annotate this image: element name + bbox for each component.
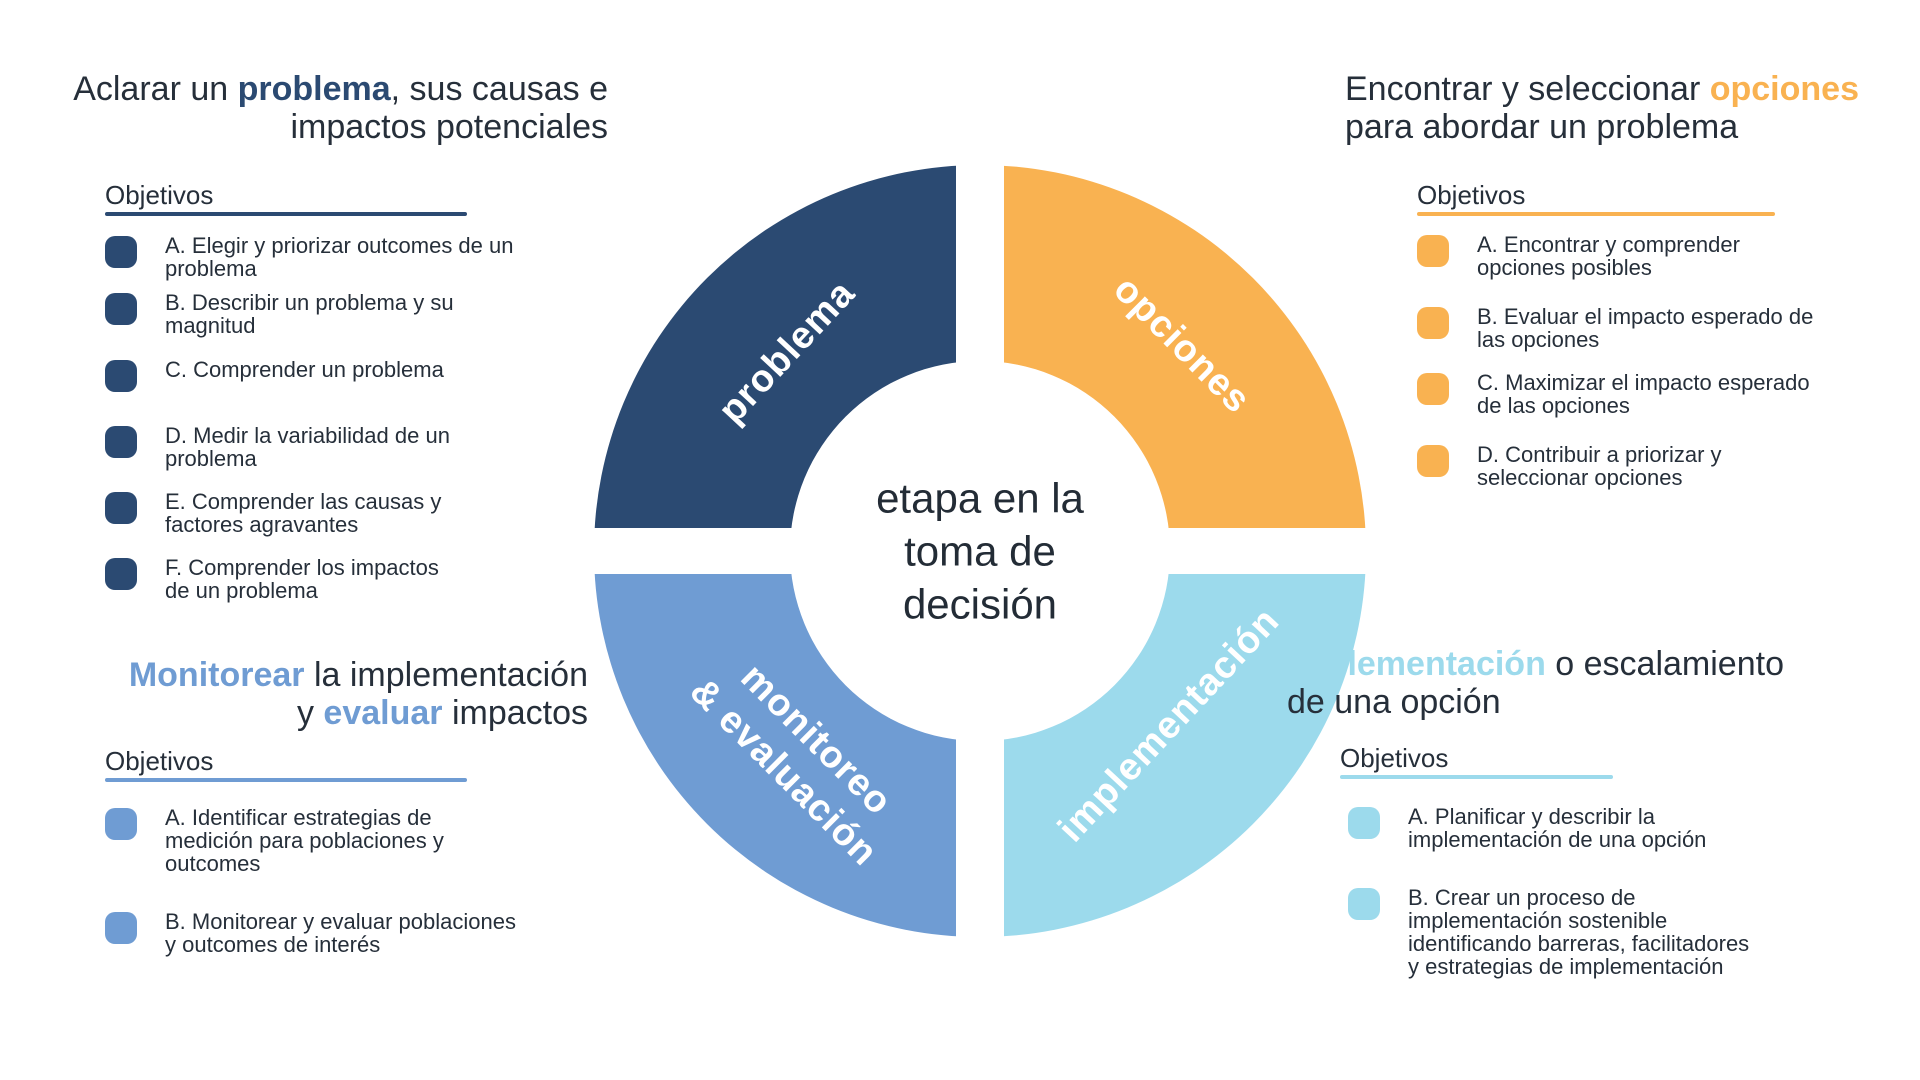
square-bullet-icon [1417, 373, 1449, 405]
objective-item: C. Maximizar el impacto esperado de las … [1417, 371, 1810, 417]
title-text: o escalamiento de una opción [1287, 645, 1784, 721]
title-text: la implementación y [296, 656, 588, 732]
objetivos-underline [105, 212, 467, 216]
objective-text: E. Comprender las causas y factores agra… [165, 489, 442, 537]
objetivos-underline [1417, 212, 1775, 216]
square-bullet-icon [105, 426, 137, 458]
objective-text: B. Evaluar el impacto esperado de las op… [1477, 304, 1814, 352]
square-bullet-icon [105, 360, 137, 392]
objective-item: B. Describir un problema y su magnitud [105, 291, 454, 337]
objective-text: F. Comprender los impactos de un problem… [165, 555, 439, 603]
square-bullet-icon [105, 293, 137, 325]
section-monitoreo-title: Monitorear la implementación y evaluar i… [110, 656, 588, 732]
objective-item: B. Evaluar el impacto esperado de las op… [1417, 305, 1813, 351]
objective-item: B. Monitorear y evaluar poblaciones y ou… [105, 910, 516, 956]
objective-item: F. Comprender los impactos de un problem… [105, 556, 439, 602]
title-text: Aclarar un [73, 70, 238, 108]
objetivos-heading: Objetivos [1417, 180, 1526, 210]
title-text: para abordar un problema [1345, 108, 1739, 146]
title-accent-opciones: opciones [1709, 70, 1859, 108]
objetivos-heading: Objetivos [105, 180, 214, 210]
objective-text: B. Monitorear y evaluar poblaciones y ou… [165, 909, 516, 957]
square-bullet-icon [1417, 235, 1449, 267]
objective-item: A. Elegir y priorizar outcomes de un pro… [105, 234, 514, 280]
objective-text: C. Maximizar el impacto esperado de las … [1477, 370, 1810, 418]
title-text: , sus causas e impactos potenciales [290, 70, 608, 146]
square-bullet-icon [105, 492, 137, 524]
objetivos-heading: Objetivos [1340, 743, 1449, 773]
objective-item: A. Identificar estrategias de medición p… [105, 806, 444, 875]
objetivos-underline [1340, 775, 1613, 779]
objetivos-heading: Objetivos [105, 746, 214, 776]
square-bullet-icon [1417, 445, 1449, 477]
section-implementacion-title: Implementación o escalamiento de una opc… [1287, 645, 1907, 721]
title-accent-implementacion: Implementación [1287, 645, 1546, 683]
section-opciones-title: Encontrar y seleccionar opciones para ab… [1345, 70, 1905, 146]
square-bullet-icon [1417, 307, 1449, 339]
objective-item: E. Comprender las causas y factores agra… [105, 490, 441, 536]
objective-text: A. Identificar estrategias de medición p… [165, 805, 444, 876]
objective-item: A. Planificar y describir la implementac… [1348, 805, 1706, 851]
objective-text: A. Elegir y priorizar outcomes de un pro… [165, 233, 514, 281]
square-bullet-icon [105, 808, 137, 840]
objective-text: B. Describir un problema y su magnitud [165, 290, 454, 338]
objetivos-underline [105, 778, 467, 782]
square-bullet-icon [105, 236, 137, 268]
donut-center-caption: etapa en la toma de decisión [876, 474, 1084, 628]
donut-center-circle [790, 361, 1170, 741]
square-bullet-icon [105, 912, 137, 944]
section-problema-title: Aclarar un problema, sus causas e impact… [30, 70, 608, 146]
title-accent-problema: problema [237, 70, 391, 108]
objective-item: D. Contribuir a priorizar y seleccionar … [1417, 443, 1722, 489]
objective-item: C. Comprender un problema [105, 358, 444, 392]
title-accent-evaluar: evaluar [323, 694, 443, 732]
title-text: impactos [442, 694, 588, 732]
objective-text: D. Medir la variabilidad de un problema [165, 423, 450, 471]
objective-text: B. Crear un proceso de implementación so… [1408, 885, 1750, 979]
objective-text: C. Comprender un problema [165, 357, 444, 382]
objective-item: A. Encontrar y comprender opciones posib… [1417, 233, 1740, 279]
square-bullet-icon [105, 558, 137, 590]
objective-item: D. Medir la variabilidad de un problema [105, 424, 450, 470]
objective-item: B. Crear un proceso de implementación so… [1348, 886, 1749, 978]
title-accent-monitorear: Monitorear [128, 656, 305, 694]
square-bullet-icon [1348, 807, 1380, 839]
objective-text: A. Planificar y describir la implementac… [1408, 804, 1707, 852]
objective-text: A. Encontrar y comprender opciones posib… [1477, 232, 1740, 280]
objective-text: D. Contribuir a priorizar y seleccionar … [1477, 442, 1722, 490]
square-bullet-icon [1348, 888, 1380, 920]
title-text: Encontrar y seleccionar [1345, 70, 1710, 108]
